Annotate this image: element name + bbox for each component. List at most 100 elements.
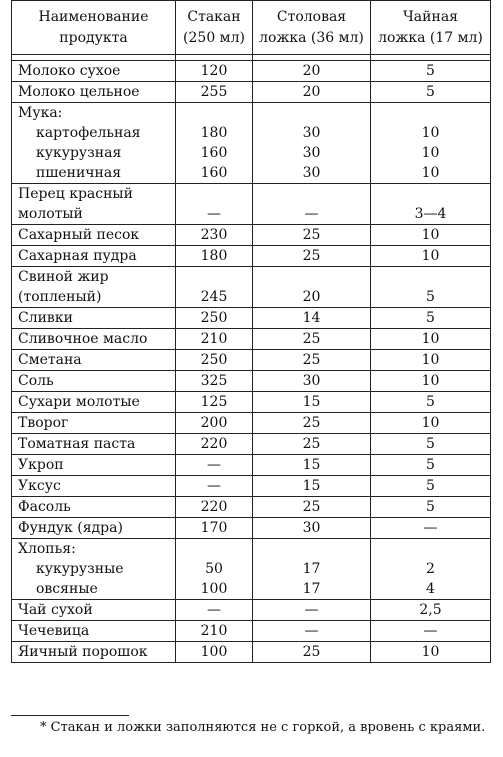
table-row: Сахарная пудра 180 25 10 <box>11 245 491 267</box>
table-row: Молоко сухое 120 20 5 <box>11 60 491 82</box>
value-glass: 100 <box>175 641 253 663</box>
table-row: Яичный порошок 100 25 10 <box>11 641 491 663</box>
value-tsp: 5 <box>370 496 491 518</box>
value-glass: 255 <box>175 81 253 103</box>
product-name: Свиной жир (топленый) <box>11 266 176 308</box>
value-glass: 220 <box>175 433 253 455</box>
value-tbsp: 25 <box>252 641 371 663</box>
value-tsp: 5 <box>370 475 491 497</box>
table-row: Чай сухой — —2,5 <box>11 599 491 621</box>
value-tsp: 3—4 <box>370 183 491 225</box>
value-tbsp: 25 <box>252 349 371 371</box>
product-name: Сахарная пудра <box>11 245 176 267</box>
product-name: Молоко сухое <box>11 60 176 82</box>
value-tbsp: 30 <box>252 370 371 392</box>
product-name: Сметана <box>11 349 176 371</box>
value-tbsp: 15 <box>252 454 371 476</box>
table-row: Сухари молотые 125 15 5 <box>11 391 491 413</box>
value-glass: 250 <box>175 349 253 371</box>
value-tsp: 10 <box>370 328 491 350</box>
table-row: Уксус —15 5 <box>11 475 491 497</box>
product-group-name: Хлопья: кукурузные овсяные <box>11 538 176 600</box>
value-tsp: — <box>370 620 491 642</box>
value-tsp: 5 <box>370 307 491 329</box>
value-tbsp: 25 <box>252 496 371 518</box>
table-row: Свиной жир (топленый) 245 20 5 <box>11 266 491 308</box>
table-row: Соль 325 30 10 <box>11 370 491 392</box>
product-name: Яичный порошок <box>11 641 176 663</box>
value-tbsp: — <box>252 620 371 642</box>
value-glass: 170 <box>175 517 253 539</box>
value-tbsp: 20 <box>252 266 371 308</box>
product-name: Сливочное масло <box>11 328 176 350</box>
table-row: Творог 200 25 10 <box>11 412 491 434</box>
value-tsp: 10 10 10 <box>370 102 491 184</box>
table-row: Сметана 250 25 10 <box>11 349 491 371</box>
product-name: Сахарный песок <box>11 224 176 246</box>
value-glass: 125 <box>175 391 253 413</box>
value-glass: — <box>175 599 253 621</box>
header-product: Наименование продукта <box>11 0 176 55</box>
product-name: Сухари молотые <box>11 391 176 413</box>
value-tbsp: 14 <box>252 307 371 329</box>
value-tbsp: 25 <box>252 224 371 246</box>
value-tbsp: 30 <box>252 517 371 539</box>
product-name: Сливки <box>11 307 176 329</box>
table-row: Молоко цельное 255 20 5 <box>11 81 491 103</box>
value-tbsp: 25 <box>252 245 371 267</box>
value-tsp: 5 <box>370 60 491 82</box>
value-glass: 120 <box>175 60 253 82</box>
value-glass: 230 <box>175 224 253 246</box>
value-tbsp: 30 30 30 <box>252 102 371 184</box>
value-tsp: 5 <box>370 266 491 308</box>
table-row: Перец красный молотый — —3—4 <box>11 183 491 225</box>
table-row: Сахарный песок 230 25 10 <box>11 224 491 246</box>
value-glass: 325 <box>175 370 253 392</box>
product-name: Соль <box>11 370 176 392</box>
table-row: Томатная паста 220 25 5 <box>11 433 491 455</box>
table-row: Чечевица 210— — <box>11 620 491 642</box>
table-body: Молоко сухое 120 20 5 Молоко цельное 255 20 5 Му… <box>11 54 491 663</box>
value-glass: 210 <box>175 620 253 642</box>
value-glass: — <box>175 475 253 497</box>
header-tablespoon: Столовая ложка (36 мл) <box>252 0 371 55</box>
footnote-divider <box>11 715 129 716</box>
table-row: Укроп —15 5 <box>11 454 491 476</box>
value-glass: 210 <box>175 328 253 350</box>
table-row: Мука: картофельная кукурузная пшеничная 180… <box>11 102 491 184</box>
header-glass: Стакан (250 мл) <box>175 0 253 55</box>
value-tsp: 10 <box>370 224 491 246</box>
value-tbsp: — <box>252 183 371 225</box>
product-name: Молоко цельное <box>11 81 176 103</box>
product-group-name: Мука: картофельная кукурузная пшеничная <box>11 102 176 184</box>
value-tbsp: 25 <box>252 412 371 434</box>
footnote: * Стакан и ложки заполняются не с горкой… <box>40 720 486 735</box>
value-tbsp: 15 <box>252 475 371 497</box>
value-tsp: 10 <box>370 245 491 267</box>
product-name: Фундук (ядра) <box>11 517 176 539</box>
product-name: Перец красный молотый <box>11 183 176 225</box>
product-name: Фасоль <box>11 496 176 518</box>
value-tsp: — <box>370 517 491 539</box>
product-name: Творог <box>11 412 176 434</box>
value-tbsp: 15 <box>252 391 371 413</box>
value-glass: 245 <box>175 266 253 308</box>
table-row: Сливки 250 14 5 <box>11 307 491 329</box>
value-glass: 180 <box>175 245 253 267</box>
product-name: Чай сухой <box>11 599 176 621</box>
product-name: Уксус <box>11 475 176 497</box>
value-glass: — <box>175 454 253 476</box>
table-row: Фундук (ядра) 170 30— <box>11 517 491 539</box>
value-tsp: 10 <box>370 641 491 663</box>
value-tsp: 10 <box>370 349 491 371</box>
product-name: Укроп <box>11 454 176 476</box>
value-tbsp: 25 <box>252 433 371 455</box>
table-row: Фасоль 220 25 5 <box>11 496 491 518</box>
value-tsp: 5 <box>370 433 491 455</box>
value-tsp: 10 <box>370 370 491 392</box>
value-tsp: 10 <box>370 412 491 434</box>
product-name: Томатная паста <box>11 433 176 455</box>
value-tsp: 5 <box>370 454 491 476</box>
